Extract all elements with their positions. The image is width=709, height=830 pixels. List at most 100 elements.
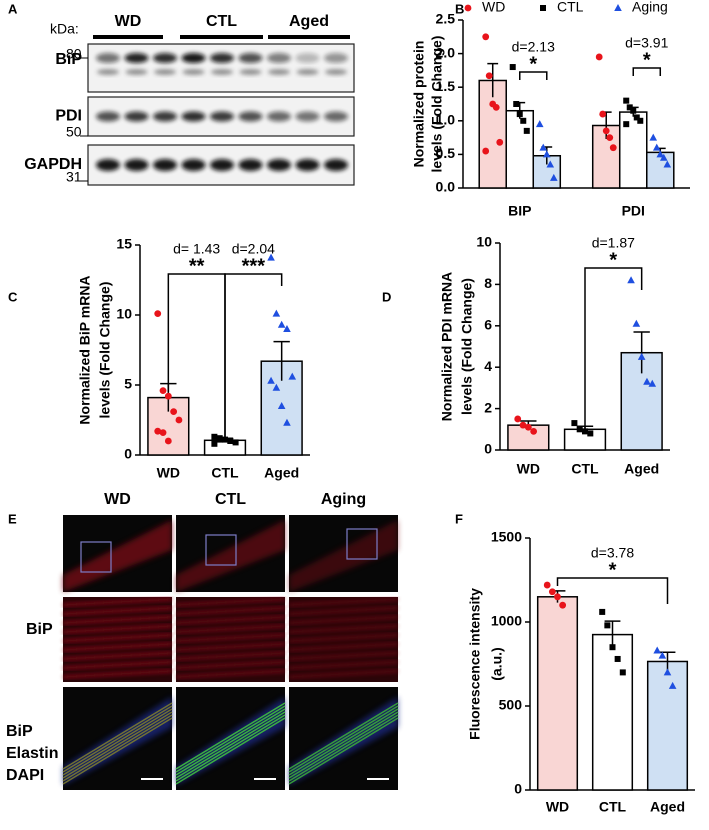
data-point — [595, 53, 603, 61]
data-point — [626, 104, 633, 111]
data-point — [550, 173, 558, 181]
data-point — [283, 325, 291, 332]
data-point — [668, 681, 677, 689]
blot-band — [124, 53, 149, 63]
y-tick-label: 1000 — [491, 613, 522, 629]
data-point — [599, 110, 607, 118]
data-point — [539, 143, 548, 151]
data-point — [546, 160, 555, 168]
data-point — [543, 581, 551, 589]
data-point — [520, 117, 527, 124]
data-point — [663, 668, 672, 676]
effect-size: d=1.87 — [592, 235, 635, 251]
data-point — [277, 320, 286, 328]
data-point — [211, 440, 218, 447]
fiber — [175, 597, 286, 607]
fiber — [288, 708, 399, 776]
data-point — [599, 608, 606, 615]
data-point — [496, 138, 504, 146]
fiber — [62, 651, 173, 661]
data-point — [548, 588, 556, 596]
y-tick-label: 1.0 — [436, 112, 456, 128]
data-point — [633, 114, 640, 121]
blot-band — [211, 69, 233, 75]
legend-marker — [540, 5, 546, 11]
data-point — [609, 144, 617, 152]
blot-group: CTL — [206, 13, 237, 30]
fiber — [62, 606, 173, 616]
fiber — [175, 714, 286, 782]
fiber — [62, 597, 173, 607]
panel-label: D — [382, 289, 391, 304]
data-point — [227, 438, 234, 444]
stain-label: Elastin — [6, 745, 58, 762]
image-column-header: CTL — [215, 491, 246, 508]
blot-band — [295, 159, 320, 171]
y-tick-label: 10 — [116, 306, 132, 322]
x-tick-label: Aged — [264, 465, 299, 481]
image-column-header: WD — [104, 491, 131, 508]
significance-bracket — [556, 577, 669, 604]
panel-label: E — [8, 511, 17, 526]
fiber — [288, 717, 399, 785]
data-point — [485, 72, 493, 80]
fiber — [62, 615, 173, 625]
fiber — [175, 708, 286, 776]
fiber — [175, 669, 286, 679]
y-axis-label: Fluorescence intensity — [467, 588, 483, 740]
significance: * — [643, 49, 651, 71]
fiber — [175, 660, 286, 670]
fiber — [62, 642, 173, 652]
blot-band — [181, 111, 206, 122]
data-point — [535, 120, 544, 128]
fiber — [288, 660, 399, 670]
legend-marker — [614, 4, 622, 11]
data-point — [277, 402, 286, 409]
blot-band — [153, 111, 177, 122]
stain-label: BiP — [6, 723, 33, 740]
mw-marker: 31 — [66, 169, 82, 185]
bar — [505, 109, 535, 189]
blot-band — [181, 159, 206, 171]
data-point — [554, 593, 561, 601]
blot-band — [154, 69, 176, 75]
fiber — [175, 615, 286, 625]
y-tick-label: 1500 — [491, 529, 522, 545]
blot-band — [267, 159, 291, 171]
data-point — [482, 147, 490, 155]
data-point — [623, 121, 630, 128]
significance-bracket — [632, 67, 662, 76]
data-point — [587, 430, 594, 437]
y-tick-label: 10 — [476, 234, 492, 250]
fiber — [288, 633, 399, 643]
data-point — [602, 127, 610, 135]
fiber — [62, 633, 173, 643]
error-bar — [273, 340, 290, 381]
blot-band — [182, 69, 205, 75]
y-axis-label: Normalized BiP mRNA — [77, 275, 93, 424]
image-column-header: Aging — [321, 491, 366, 508]
y-tick-label: 500 — [499, 697, 523, 713]
fiber — [288, 702, 399, 770]
data-point — [154, 310, 162, 317]
data-point — [542, 150, 551, 158]
blot-row-label: GAPDH — [24, 156, 82, 173]
data-point — [492, 103, 500, 111]
data-point — [514, 415, 522, 423]
mw-marker: 80 — [66, 46, 82, 62]
data-point — [283, 418, 291, 426]
fiber — [175, 624, 286, 634]
blot-band — [96, 111, 120, 122]
blot-band — [124, 111, 149, 122]
blot-group: Aged — [289, 13, 329, 30]
data-point — [609, 644, 616, 651]
legend-label: WD — [482, 0, 505, 15]
blot-band — [210, 53, 234, 63]
significance: * — [609, 249, 617, 271]
effect-size: d=2.04 — [232, 241, 275, 257]
y-tick-label: 0.0 — [436, 179, 456, 195]
fiber — [62, 660, 173, 670]
data-point — [637, 352, 646, 360]
fiber — [62, 708, 173, 776]
x-tick-label: BIP — [508, 203, 531, 219]
